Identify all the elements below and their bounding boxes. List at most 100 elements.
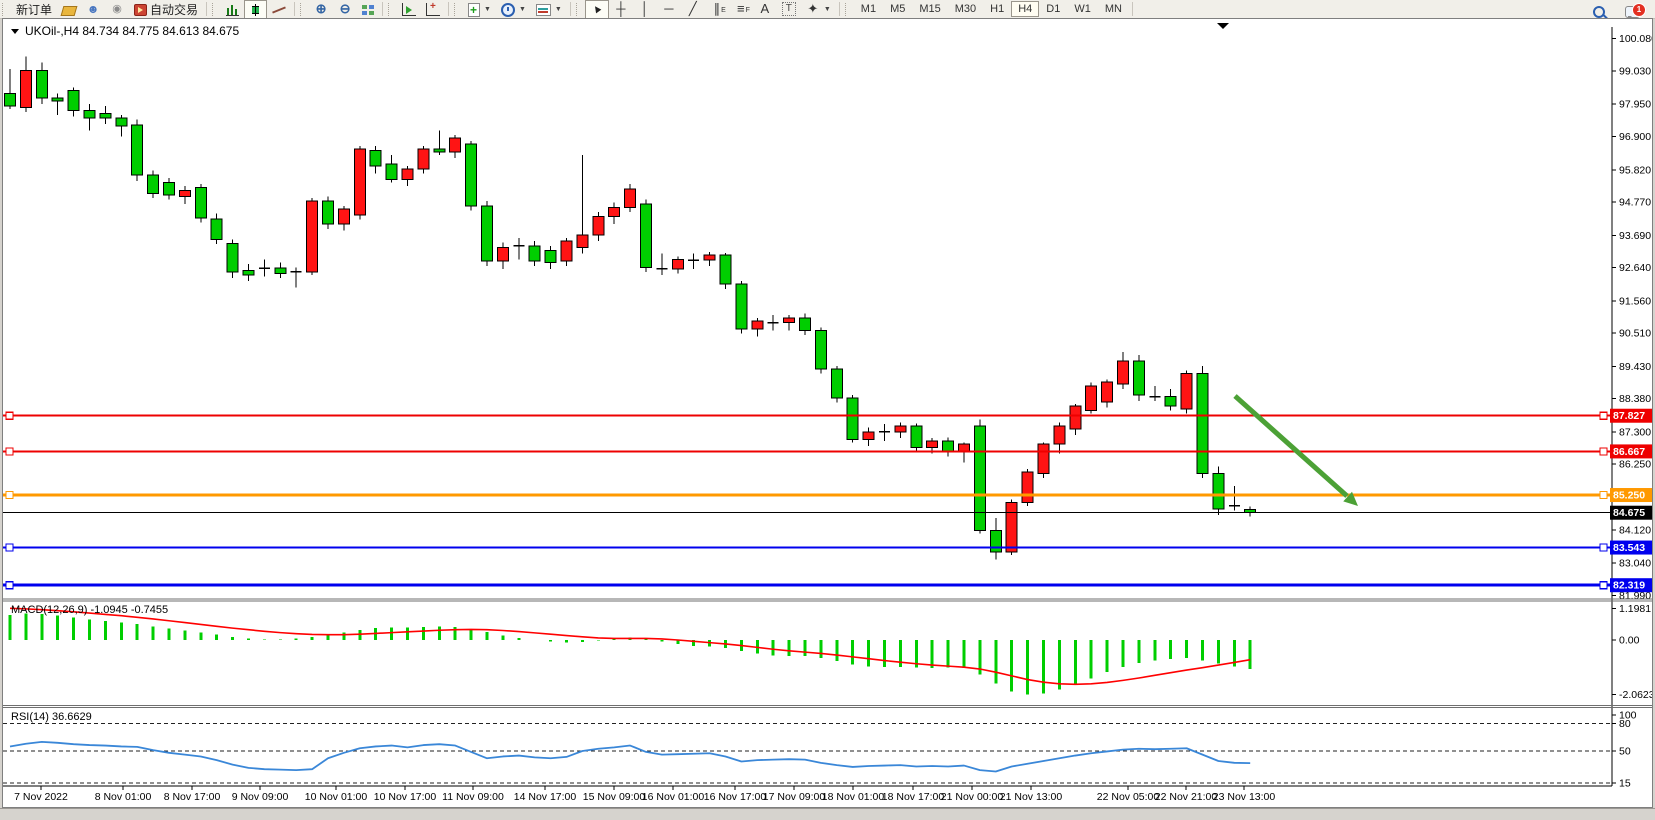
notifications-button[interactable]: 1 — [1620, 1, 1646, 20]
line-handle[interactable] — [5, 581, 14, 590]
bar-chart-button[interactable] — [221, 0, 244, 19]
timeframe-m15[interactable]: M15 — [919, 3, 941, 15]
candle-body — [433, 148, 446, 153]
timeframe-m30[interactable]: M30 — [954, 3, 977, 15]
line-handle[interactable] — [1599, 581, 1608, 590]
zoom-in-button[interactable]: ⊕ — [309, 0, 333, 19]
vertical-line-button[interactable]: │ — [633, 0, 657, 19]
candle-body — [353, 148, 366, 216]
tile-windows-button[interactable] — [357, 0, 379, 19]
arrow-head[interactable] — [1343, 491, 1358, 506]
line-handle[interactable] — [5, 447, 14, 456]
current-price-line[interactable]: 84.675 — [3, 505, 1652, 520]
price-tick-label: 89.430 — [1619, 361, 1651, 373]
candle — [640, 199, 652, 272]
line-chart-button[interactable] — [267, 0, 291, 19]
rsi-axis-label: 100 — [1619, 710, 1637, 722]
market-watch-icon-icon — [60, 5, 78, 16]
sell-arrow[interactable] — [1233, 394, 1358, 506]
candle-body — [115, 117, 128, 127]
candle — [1069, 404, 1082, 436]
candle — [624, 184, 637, 212]
price-label-text: 82.319 — [1613, 580, 1645, 592]
candle — [1037, 442, 1050, 479]
chart-window[interactable]: 100.080 99.030 97.950 96.900 95.820 94.770 93.… — [2, 18, 1653, 808]
periods-button[interactable]: ▼ — [496, 0, 531, 19]
candle-body — [719, 254, 732, 285]
chart-canvas[interactable]: 100.080 99.030 97.950 96.900 95.820 94.770 93.… — [3, 19, 1652, 807]
macd-pane: 1.1981 0.00 -2.0623 MACD(12,26,9) -1.0945 -… — [8, 603, 1652, 701]
auto-scroll-button[interactable] — [397, 0, 421, 19]
candle — [879, 424, 890, 442]
candle-chart-button[interactable] — [244, 0, 268, 19]
candle-body — [35, 69, 48, 99]
channel-button-sub: E — [721, 7, 726, 14]
templates-button[interactable]: ▼ — [531, 0, 567, 19]
candle-body — [703, 254, 716, 261]
text-button[interactable]: A — [753, 0, 777, 19]
candle — [242, 264, 255, 282]
candle-body — [608, 206, 621, 218]
line-handle[interactable] — [5, 411, 14, 420]
macd-signal-line — [9, 607, 1251, 686]
chart-shift-marker[interactable] — [1217, 23, 1229, 29]
crosshair-button[interactable]: ┼ — [609, 0, 633, 19]
support-line-blue-1[interactable]: 83.543 — [3, 540, 1652, 555]
arrow-shaft[interactable] — [1233, 394, 1349, 498]
candle — [703, 251, 716, 266]
new-order-button[interactable]: 新订单 — [11, 0, 57, 19]
contacts-icon[interactable]: ☻ — [81, 0, 105, 19]
candle — [131, 119, 144, 182]
timeframe-h1[interactable]: H1 — [990, 3, 1005, 15]
support-line-blue-2[interactable]: 82.319 — [3, 578, 1652, 593]
zoom-out-button[interactable]: ⊖ — [333, 0, 357, 19]
price-tick-label: 100.080 — [1619, 33, 1652, 45]
timeframe-m1[interactable]: M1 — [860, 3, 877, 15]
timeframe-h4[interactable]: H4 — [1011, 1, 1040, 17]
trendline-button[interactable]: ╱ — [681, 0, 705, 19]
price-tick-label: 95.820 — [1619, 164, 1651, 176]
line-handle[interactable] — [5, 490, 14, 500]
line-handle[interactable] — [1599, 490, 1608, 500]
timeframe-w1[interactable]: W1 — [1074, 3, 1091, 15]
price-tick-label: 92.640 — [1619, 262, 1651, 274]
candle — [751, 318, 764, 337]
candle-body — [67, 89, 80, 111]
line-handle[interactable] — [5, 543, 14, 552]
timeframe-m5[interactable]: M5 — [890, 3, 906, 15]
text-label-button[interactable]: T — [777, 0, 801, 19]
candle-body — [242, 269, 255, 276]
candle — [1212, 466, 1225, 516]
text-label-icon: T — [781, 2, 796, 16]
candle — [353, 145, 366, 220]
cursor-button[interactable]: ▲ — [584, 0, 609, 19]
market-watch-icon[interactable] — [57, 0, 81, 19]
candle — [290, 267, 302, 288]
candle-body — [210, 218, 223, 241]
timeframe-d1[interactable]: D1 — [1046, 3, 1061, 15]
auto-trading-button[interactable]: 自动交易 — [129, 0, 203, 19]
candle-body — [306, 200, 319, 273]
resistance-line-1[interactable]: 87.827 — [3, 408, 1652, 423]
fibonacci-button[interactable]: ≡ F — [729, 0, 753, 19]
zoom-out-icon: ⊖ — [339, 1, 351, 16]
line-handle[interactable] — [1599, 447, 1608, 456]
arrows-button[interactable]: ✦ ▼ — [801, 0, 836, 19]
horizontal-line-button[interactable]: ─ — [657, 0, 681, 19]
channel-button[interactable]: ∥ E — [705, 0, 729, 19]
line-handle[interactable] — [1599, 411, 1608, 420]
search-button[interactable] — [1588, 1, 1610, 20]
candle — [910, 423, 923, 451]
indicators-button[interactable]: ▼ — [463, 0, 496, 19]
resistance-line-2[interactable]: 86.667 — [3, 444, 1652, 459]
time-tick-label: 17 Nov 09:00 — [763, 791, 826, 803]
notifications-icon: 1 — [1625, 2, 1646, 20]
chart-shift-icon — [426, 0, 441, 16]
line-handle[interactable] — [1599, 543, 1608, 552]
signals-icon[interactable]: ◉ — [105, 0, 129, 19]
chart-title-collapse-icon[interactable] — [11, 29, 19, 34]
chart-shift-button[interactable] — [421, 0, 445, 19]
candle — [35, 62, 48, 105]
candle-body — [83, 109, 96, 119]
timeframe-mn[interactable]: MN — [1104, 3, 1122, 15]
